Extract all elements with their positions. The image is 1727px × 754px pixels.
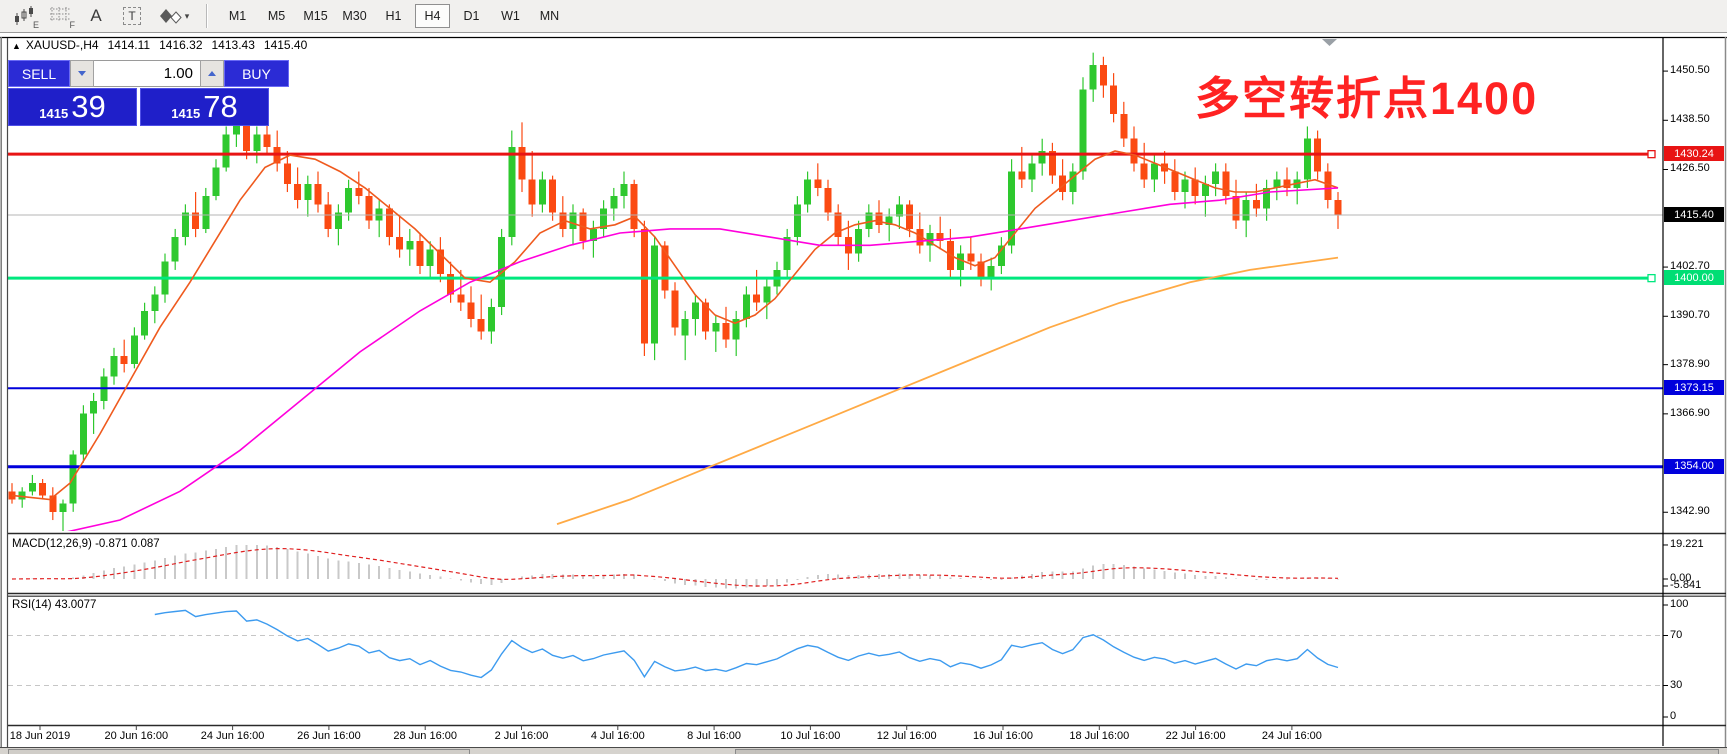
- chevron-down-icon: ▾: [184, 10, 190, 21]
- rsi-axis-tick: 30: [1670, 678, 1683, 691]
- draw-objects-icon[interactable]: ▾: [152, 3, 196, 29]
- volume-input[interactable]: 1.00: [94, 60, 200, 87]
- current-price-badge: 1415.40: [1664, 207, 1724, 222]
- fast-ma-line: [11, 150, 1339, 501]
- time-axis-label: 28 Jun 16:00: [393, 730, 457, 742]
- symbol-header[interactable]: ▲ XAUUSD-,H4 1414.11 1416.32 1413.43 1415.40: [12, 38, 316, 52]
- slow-ma-line: [556, 256, 1339, 525]
- time-axis-label: 10 Jul 16:00: [780, 730, 841, 742]
- main-price-pane[interactable]: [8, 52, 1663, 533]
- macd-axis-tick: -5.841: [1670, 579, 1702, 591]
- timeframe-button-h4[interactable]: H4: [415, 4, 450, 28]
- timeframe-button-d1[interactable]: D1: [463, 9, 480, 23]
- open-price: 1414.11: [107, 38, 151, 52]
- time-axis-label: 12 Jul 16:00: [876, 730, 937, 742]
- chart-shift-marker: [1322, 39, 1337, 46]
- timeframe-button-m5[interactable]: M5: [267, 9, 286, 23]
- rsi-axis-tick: 70: [1670, 628, 1683, 641]
- bid-price-box[interactable]: 1415 39: [8, 88, 137, 126]
- chart-tab[interactable]: [8, 749, 470, 754]
- hline-price-badge: 1373.15: [1664, 380, 1724, 396]
- rsi-line: [154, 609, 1339, 679]
- symbol-name: XAUUSD-,H4: [25, 38, 99, 52]
- hline-price-badge: 1354.00: [1664, 458, 1724, 474]
- one-click-trade-panel: SELL 1.00 BUY 1415 39 1415 78: [8, 60, 289, 126]
- timeframe-button-m30[interactable]: M30: [342, 9, 367, 23]
- volume-decrease-button[interactable]: [70, 60, 94, 87]
- price-axis-tick: 1378.90: [1670, 357, 1710, 370]
- rsi-axis-tick: 0: [1670, 710, 1677, 722]
- time-axis-label: 16 Jul 16:00: [973, 730, 1033, 742]
- rsi-pane[interactable]: [8, 609, 1663, 686]
- chart-canvas[interactable]: [0, 34, 1727, 754]
- bid-price-major: 1415: [39, 105, 69, 121]
- collapse-panel-icon[interactable]: ▲: [12, 41, 21, 51]
- timeframe-button-h1[interactable]: H1: [385, 9, 402, 23]
- macd-indicator-label: MACD(12,26,9) -0.871 0.087: [12, 538, 160, 550]
- time-axis-label: 22 Jul 16:00: [1165, 730, 1226, 742]
- chart-text-annotation: 多空转折点1400: [1195, 73, 1539, 124]
- letter-a-glyph: A: [90, 6, 102, 25]
- price-axis-tick: 1438.50: [1670, 113, 1710, 126]
- time-axis-label: 8 Jul 16:00: [687, 730, 742, 742]
- time-axis-label: 2 Jul 16:00: [494, 730, 549, 742]
- macd-axis-tick: 0.00: [1670, 572, 1692, 584]
- low-price: 1413.43: [211, 38, 255, 52]
- macd-signal-line: [11, 547, 1339, 587]
- ask-price-box[interactable]: 1415 78: [140, 88, 269, 126]
- timeframe-buttons: M1 M5 M15 M30 H1 H4 D1 W1 MN: [218, 4, 569, 28]
- time-axis-label: 20 Jun 16:00: [104, 730, 169, 742]
- bid-price-minor: 39: [71, 89, 106, 124]
- time-axis-label: 26 Jun 16:00: [297, 730, 361, 742]
- timeframe-button-m15[interactable]: M15: [303, 9, 328, 23]
- rsi-axis-tick: 100: [1670, 598, 1689, 610]
- hline-price-badge: 1430.24: [1664, 146, 1724, 162]
- time-axis-label: 4 Jul 16:00: [590, 730, 645, 742]
- price-axis-tick: 1342.90: [1670, 505, 1710, 518]
- time-axis-label: 18 Jul 16:00: [1069, 730, 1130, 742]
- macd-pane[interactable]: [11, 545, 1339, 589]
- icon-subscript: E: [32, 20, 39, 30]
- time-axis-label: 24 Jul 16:00: [1261, 730, 1322, 742]
- volume-increase-button[interactable]: [200, 60, 224, 87]
- price-axis-tick: 1426.50: [1670, 162, 1710, 175]
- close-price: 1415.40: [263, 38, 308, 52]
- timeframe-button-w1[interactable]: W1: [501, 9, 520, 23]
- time-axis-label: 18 Jun 2019: [9, 730, 71, 742]
- arrow-down-icon: [78, 71, 86, 76]
- macd-axis-tick: 19.221: [1670, 537, 1704, 550]
- toolbar-separator: [206, 4, 208, 28]
- medium-ma-line: [67, 187, 1339, 531]
- price-axis-tick: 1390.70: [1670, 309, 1710, 322]
- buy-button[interactable]: BUY: [224, 60, 289, 87]
- diamonds-glyph: [159, 9, 182, 24]
- high-price: 1416.32: [159, 38, 203, 52]
- ask-price-major: 1415: [171, 105, 201, 121]
- chart-tab[interactable]: [735, 749, 1719, 754]
- chart-window: ▲ XAUUSD-,H4 1414.11 1416.32 1413.43 1415.40 …: [0, 34, 1727, 754]
- bottom-tab-strip: [0, 747, 1727, 754]
- hline-price-badge: 1400.00: [1664, 270, 1724, 286]
- grid-icon[interactable]: F: [44, 3, 76, 30]
- icon-subscript: F: [69, 20, 76, 30]
- price-axis-tick: 1402.70: [1670, 260, 1710, 273]
- price-axis-tick: 1450.50: [1670, 64, 1710, 77]
- candlestick-glyph: [15, 6, 33, 25]
- text-tool-icon[interactable]: A: [80, 3, 112, 29]
- grid-glyph: [50, 7, 70, 21]
- arrow-up-icon: [208, 71, 216, 76]
- letter-t-glyph: T: [123, 7, 141, 25]
- timeframe-button-mn[interactable]: MN: [539, 9, 560, 23]
- price-axis-tick: 1366.90: [1670, 406, 1710, 419]
- toolbar: E F A T ▾ M1 M5 M15 M30 H1 H4 D1 W1 MN: [0, 0, 1727, 33]
- text-label-tool-icon[interactable]: T: [116, 3, 148, 29]
- time-axis-label: 24 Jun 16:00: [200, 730, 265, 742]
- rsi-indicator-label: RSI(14) 43.0077: [12, 599, 97, 611]
- timeframe-button-m1[interactable]: M1: [228, 9, 247, 23]
- sell-button[interactable]: SELL: [8, 60, 70, 87]
- ask-price-minor: 78: [203, 89, 238, 124]
- candlestick-chart-icon[interactable]: E: [8, 3, 40, 30]
